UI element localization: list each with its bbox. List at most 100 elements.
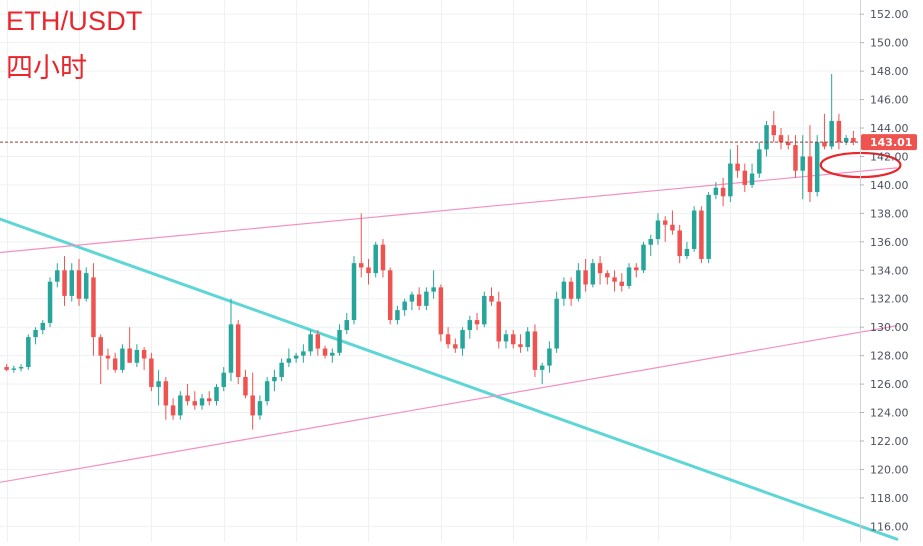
candle[interactable] [424,287,429,311]
candle[interactable] [547,341,552,373]
candle[interactable] [83,267,89,302]
candle[interactable] [366,258,371,285]
candle[interactable] [525,327,530,352]
candle[interactable] [156,369,161,406]
candle[interactable] [163,376,169,420]
candle[interactable] [149,352,154,392]
candle[interactable] [757,142,762,178]
candle[interactable] [590,258,596,288]
candle[interactable] [561,277,567,306]
candle[interactable] [387,267,393,325]
candle[interactable] [641,241,646,274]
candle[interactable] [445,327,451,349]
candle[interactable] [612,270,617,292]
candle[interactable] [749,163,755,188]
candle[interactable] [293,352,299,363]
candle[interactable] [510,330,516,349]
candle[interactable] [518,334,523,353]
candle[interactable] [373,241,378,278]
candle[interactable] [655,213,661,245]
candle[interactable] [192,391,198,410]
candle[interactable] [764,120,769,157]
candle[interactable] [76,258,82,306]
candle[interactable] [351,256,357,325]
trendline-pink[interactable] [0,325,898,484]
candle[interactable] [221,367,226,392]
candle[interactable] [207,391,212,406]
candle[interactable] [691,206,697,252]
candle[interactable] [91,263,96,356]
candle[interactable] [684,241,690,259]
candle[interactable] [416,287,422,311]
candle[interactable] [836,113,842,150]
candle[interactable] [503,330,509,349]
candle[interactable] [337,324,342,356]
candle[interactable] [330,348,335,363]
candle[interactable] [185,384,190,406]
current-price-badge[interactable]: 143.01 [861,134,917,151]
candle[interactable] [62,256,67,306]
candle[interactable] [11,365,17,373]
candle[interactable] [322,345,328,359]
candle[interactable] [706,192,711,264]
candle[interactable] [199,394,205,410]
candle[interactable] [626,263,632,289]
candle[interactable] [532,324,538,377]
candle[interactable] [409,291,415,311]
candle[interactable] [742,163,748,193]
candle[interactable] [778,128,784,150]
candle[interactable] [250,372,255,430]
candle[interactable] [120,344,125,373]
candle[interactable] [460,327,465,356]
candle[interactable] [771,110,777,143]
candle[interactable] [576,263,581,302]
candle[interactable] [568,277,574,306]
candle[interactable] [308,330,313,356]
candle[interactable] [807,125,813,203]
candle[interactable] [344,312,350,335]
candle[interactable] [228,298,234,382]
candle[interactable] [496,291,501,349]
candle[interactable] [583,258,588,292]
candle[interactable] [127,327,132,363]
candle[interactable] [851,130,856,146]
candle[interactable] [822,113,827,150]
candle[interactable] [214,384,219,406]
candle[interactable] [26,334,31,370]
candle[interactable] [69,263,74,302]
candle[interactable] [98,334,103,385]
candle[interactable] [662,216,668,242]
candle[interactable] [843,135,849,146]
candle[interactable] [40,320,46,335]
candle[interactable] [814,135,820,197]
candle[interactable] [474,312,480,331]
candle[interactable] [134,344,140,368]
candle[interactable] [55,263,60,288]
candle[interactable] [264,376,270,406]
trendline-pink[interactable] [0,167,898,254]
candle[interactable] [301,344,306,363]
candle[interactable] [431,270,436,299]
candle[interactable] [489,287,494,306]
candle[interactable] [670,210,675,235]
candle[interactable] [4,364,9,372]
candle[interactable] [286,348,292,368]
candle[interactable] [539,362,545,385]
candle[interactable] [402,298,407,316]
candle[interactable] [141,347,147,370]
candle[interactable] [619,273,625,292]
candle[interactable] [800,135,805,200]
candle[interactable] [467,315,473,339]
candle[interactable] [699,206,704,264]
candle[interactable] [18,364,24,372]
candle[interactable] [728,149,733,203]
price-axis[interactable]: 116.00 118.00 120.00 122.00 124.00 126.00 128.… [860,0,917,542]
candle[interactable] [359,213,364,278]
candle[interactable] [47,277,53,328]
candle[interactable] [829,73,834,150]
candle[interactable] [634,263,639,278]
candle[interactable] [178,391,183,420]
candle[interactable] [272,369,277,392]
